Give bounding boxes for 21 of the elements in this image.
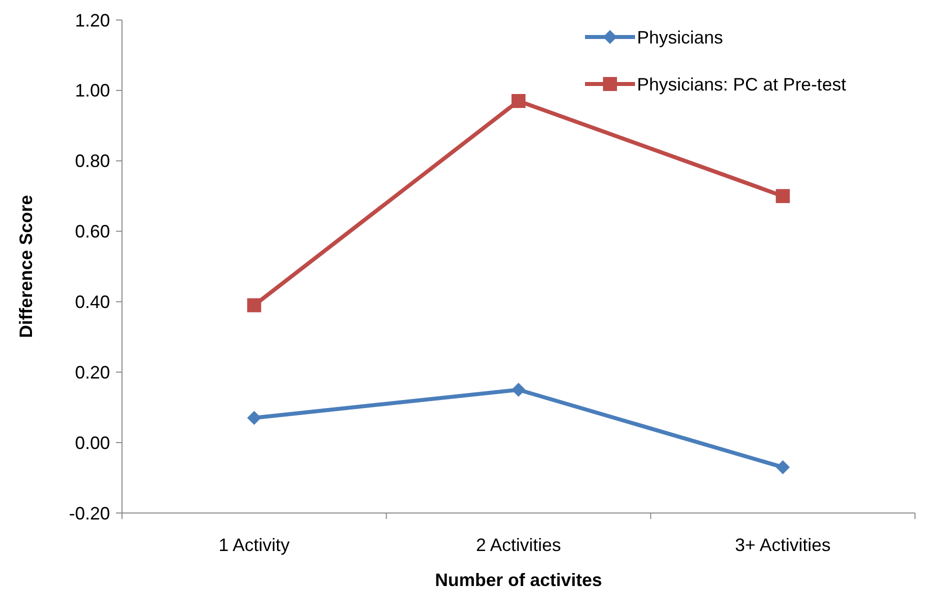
y-tick-label: 0.00 xyxy=(74,432,110,453)
x-tick-label: 3+ Activities xyxy=(735,535,831,555)
point xyxy=(512,94,526,108)
y-tick-label: -0.20 xyxy=(68,503,110,524)
legend-label: Physicians: PC at Pre-test xyxy=(637,74,846,94)
x-tick-label: 1 Activity xyxy=(218,535,290,555)
point xyxy=(247,298,262,312)
y-tick-label: 1.00 xyxy=(74,80,110,101)
y-tick-label: 0.20 xyxy=(74,362,110,382)
legend-label: Physicians xyxy=(637,27,724,48)
y-tick-label: 0.60 xyxy=(74,222,110,242)
y-axis-title: Difference Score xyxy=(16,194,36,338)
point xyxy=(247,410,262,425)
x-tick-label: 2 Activities xyxy=(476,535,562,555)
y-tick-label: 0.80 xyxy=(74,151,110,172)
point xyxy=(776,460,790,474)
y-tick-label: 1.20 xyxy=(74,10,110,30)
point xyxy=(776,189,790,204)
y-tick-label: 0.40 xyxy=(74,292,110,312)
point xyxy=(512,382,526,397)
x-axis-title: Number of activites xyxy=(434,570,602,590)
